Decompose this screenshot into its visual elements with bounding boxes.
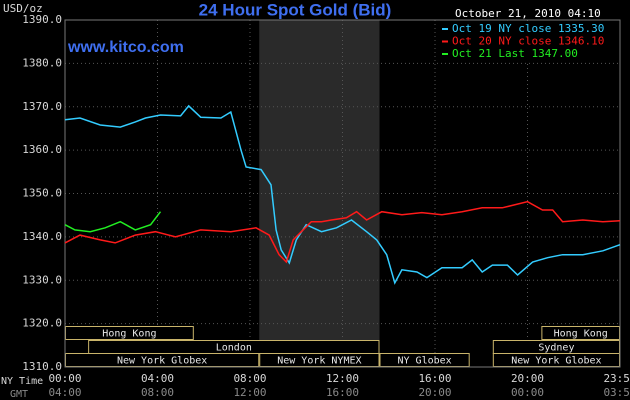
x2-tick-label: 04:00 [48, 386, 81, 399]
session-label: New York Globex [117, 356, 207, 367]
watermark: www.kitco.com [67, 39, 184, 56]
y-tick-label: 1360.0 [22, 143, 62, 156]
timestamp: October 21, 2010 04:10 [455, 7, 601, 20]
y-tick-label: 1320.0 [22, 317, 62, 330]
y-tick-label: 1370.0 [22, 100, 62, 113]
x2-tick-label: 20:00 [418, 386, 451, 399]
y-axis-label: USD/oz [3, 2, 43, 15]
y-tick-label: 1330.0 [22, 273, 62, 286]
session-label: Sydney [538, 343, 574, 354]
session-label: New York Globex [511, 356, 601, 367]
legend-label: Oct 20 NY close 1346.10 [452, 35, 604, 48]
price-line [64, 200, 621, 264]
y-tick-label: 1390.0 [22, 13, 62, 26]
x-tick-label: 04:00 [141, 372, 174, 385]
x2-tick-label: 03:59 [603, 386, 630, 399]
session-label: New York NYMEX [277, 356, 361, 367]
x2-tick-label: 12:00 [233, 386, 266, 399]
x2-tick-label: 00:00 [511, 386, 544, 399]
y-tick-label: 1380.0 [22, 56, 62, 69]
x-tick-label: 08:00 [233, 372, 266, 385]
x2-tick-label: 16:00 [326, 386, 359, 399]
y-tick-label: 1350.0 [22, 187, 62, 200]
x-axis-label: NY Time [1, 376, 43, 387]
legend-label: Oct 21 Last 1347.00 [452, 47, 578, 60]
x-tick-label: 20:00 [511, 372, 544, 385]
session-label: Hong Kong [102, 329, 156, 340]
x2-tick-label: 08:00 [141, 386, 174, 399]
price-line [64, 104, 621, 285]
y-tick-label: 1310.0 [22, 360, 62, 373]
x-tick-label: 12:00 [326, 372, 359, 385]
session-label: London [216, 343, 252, 354]
x-tick-label: 16:00 [418, 372, 451, 385]
session-shade [259, 20, 380, 367]
plot-frame [64, 19, 621, 368]
x2-axis-label: GMT [10, 389, 28, 400]
x-tick-label: 23:59 [603, 372, 630, 385]
legend-box [437, 21, 619, 61]
chart-title: 24 Hour Spot Gold (Bid) [199, 0, 392, 19]
session-label: NY Globex [398, 356, 452, 367]
y-tick-label: 1340.0 [22, 230, 62, 243]
session-label: Hong Kong [554, 329, 608, 340]
x-tick-label: 00:00 [48, 372, 81, 385]
price-line [64, 211, 162, 233]
legend-label: Oct 19 NY close 1335.30 [452, 22, 604, 35]
